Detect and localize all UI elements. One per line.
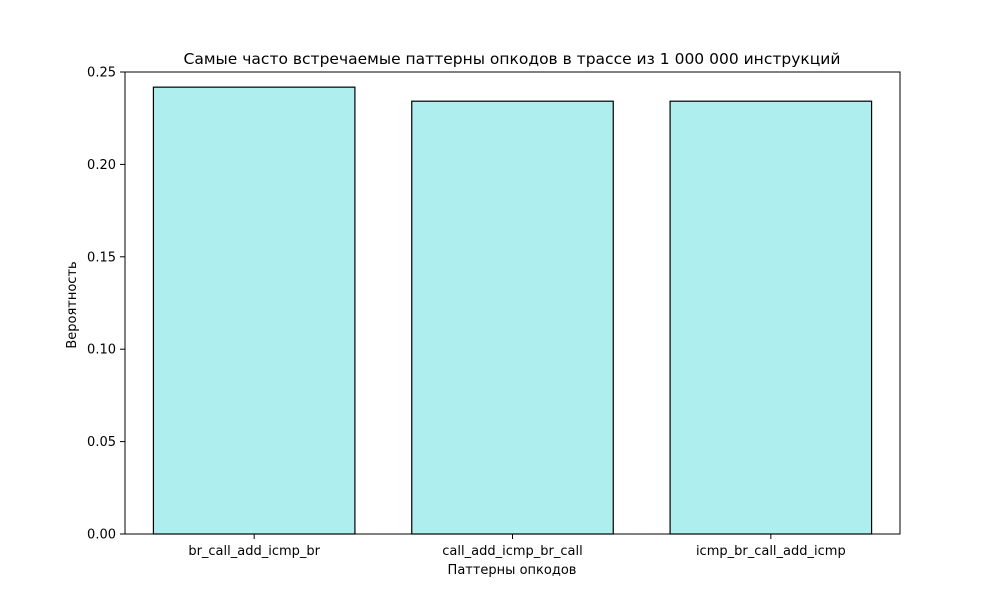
y-tick-label: 0.10	[87, 343, 116, 358]
bar-icmp_br_call_add_icmp	[669, 100, 873, 535]
chart-title: Самые часто встречаемые паттерны опкодов…	[184, 50, 841, 68]
y-tick-label: 0.20	[87, 158, 116, 173]
y-axis-label: Вероятность	[65, 261, 80, 348]
plot-frame	[124, 71, 901, 535]
y-tick-label: 0.15	[87, 250, 116, 265]
y-tick-label: 0.00	[87, 528, 116, 543]
y-tick-label: 0.05	[87, 435, 116, 450]
bar-call_add_icmp_br_call	[411, 100, 614, 535]
x-tick-label: icmp_br_call_add_icmp	[696, 544, 846, 559]
x-axis-label: Паттерны опкодов	[448, 563, 577, 578]
y-axis-ticks: 0.00 0.05 0.10 0.15 0.20 0.25	[87, 66, 125, 543]
bars-group	[152, 86, 873, 535]
bar-br_call_add_icmp_br	[152, 86, 356, 535]
x-tick-label: call_add_icmp_br_call	[442, 544, 582, 559]
x-axis-ticks: br_call_add_icmp_br call_add_icmp_br_call…	[188, 534, 846, 559]
y-tick-label: 0.25	[87, 66, 116, 81]
x-tick-label: br_call_add_icmp_br	[188, 544, 320, 559]
